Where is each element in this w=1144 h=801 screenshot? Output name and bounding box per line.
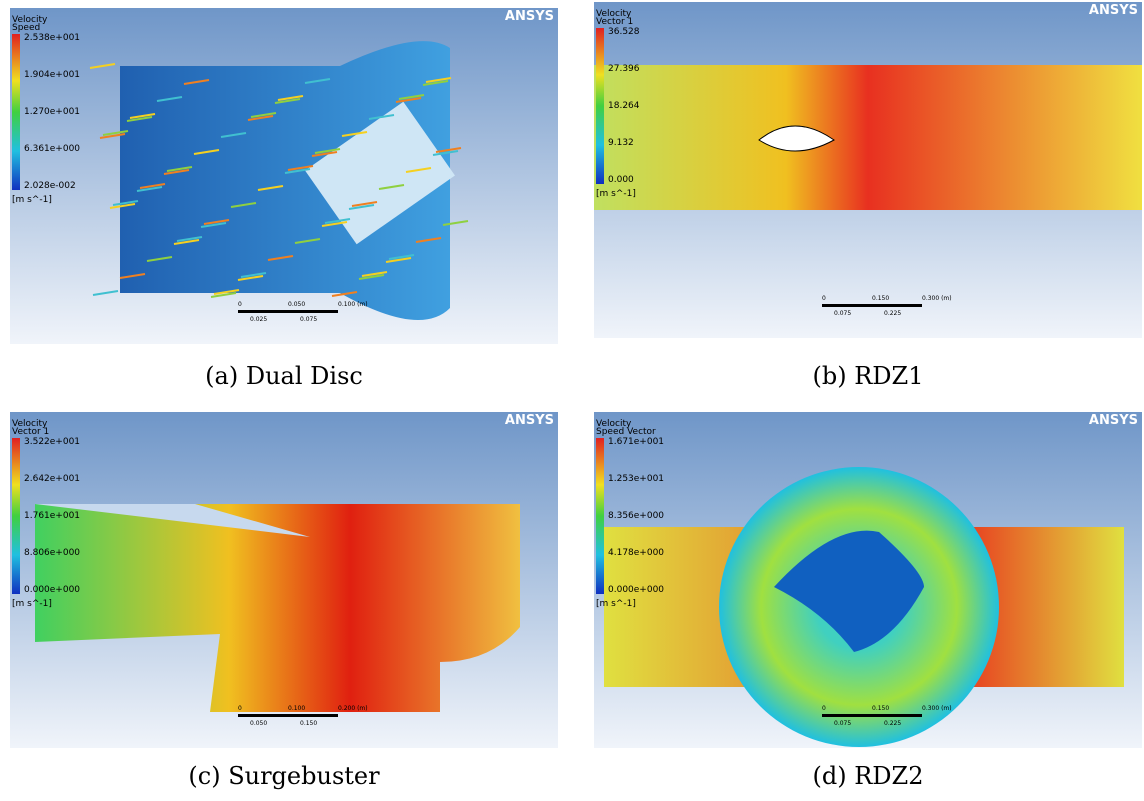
colorbar [596,28,604,184]
legend-tick: 6.361e+000 [24,144,80,154]
legend-tick: 1.904e+001 [24,70,80,80]
legend-tick: 1.270e+001 [24,107,80,117]
figure: ANSYSVelocitySpeed2.538e+0011.904e+0011.… [0,0,1144,801]
legend-tick: 9.132 [608,138,634,148]
legend-tick: 4.178e+000 [608,548,664,558]
legend-tick: 18.264 [608,101,640,111]
colorbar [12,438,20,594]
legend-title: Speed Vector [596,427,656,437]
scale-label: 0.050 [250,720,267,727]
scale-label: 0.150 [872,705,889,712]
logo: ANSYS [1089,413,1138,428]
legend-unit: [m s^-1] [12,599,52,609]
cfd-image: ANSYSVelocitySpeed Vector1.671e+0011.253… [594,412,1142,748]
legend-title: Vector 1 [596,17,633,27]
colorbar [596,438,604,594]
scale-label: 0 [238,705,242,712]
legend-tick: 36.528 [608,27,640,37]
scale-label: 0.225 [884,720,901,727]
scale-label: 0.200 (m) [338,705,368,712]
legend-tick: 2.642e+001 [24,474,80,484]
legend-tick: 27.396 [608,64,640,74]
scale-label: 0.150 [872,295,889,302]
legend-tick: 2.538e+001 [24,33,80,43]
legend-unit: [m s^-1] [596,599,636,609]
legend-tick: 0.000 [608,175,634,185]
scale-bar [822,304,922,307]
scale-bar [238,310,338,313]
legend-title: Speed [12,23,40,33]
scale-bar [822,714,922,717]
legend-tick: 1.671e+001 [608,437,664,447]
scale-label: 0.225 [884,310,901,317]
scale-label: 0.150 [300,720,317,727]
logo: ANSYS [505,9,554,24]
legend-title: Vector 1 [12,427,49,437]
legend-tick: 8.806e+000 [24,548,80,558]
logo: ANSYS [1089,3,1138,18]
legend-tick: 0.000e+000 [608,585,664,595]
scale-label: 0.300 (m) [922,705,952,712]
scale-label: 0 [822,295,826,302]
scale-label: 0 [238,301,242,308]
scale-label: 0 [822,705,826,712]
caption: (d) RDZ2 [594,762,1142,790]
colorbar [12,34,20,190]
caption: (a) Dual Disc [10,362,558,390]
caption: (b) RDZ1 [594,362,1142,390]
scale-label: 0.075 [834,310,851,317]
logo: ANSYS [505,413,554,428]
legend-tick: 1.761e+001 [24,511,80,521]
scale-label: 0.300 (m) [922,295,952,302]
band [594,65,1142,210]
scale-label: 0.100 [288,705,305,712]
scale-label: 0.050 [288,301,305,308]
scale-label: 0.100 (m) [338,301,368,308]
legend-unit: [m s^-1] [596,189,636,199]
scale-label: 0.075 [834,720,851,727]
scale-label: 0.025 [250,316,267,323]
legend-tick: 3.522e+001 [24,437,80,447]
legend-unit: [m s^-1] [12,195,52,205]
legend-tick: 2.028e-002 [24,181,76,191]
caption: (c) Surgebuster [10,762,558,790]
scale-label: 0.075 [300,316,317,323]
scale-bar [238,714,338,717]
cfd-image: ANSYSVelocitySpeed2.538e+0011.904e+0011.… [10,8,558,344]
legend-tick: 1.253e+001 [608,474,664,484]
legend-tick: 8.356e+000 [608,511,664,521]
legend-tick: 0.000e+000 [24,585,80,595]
